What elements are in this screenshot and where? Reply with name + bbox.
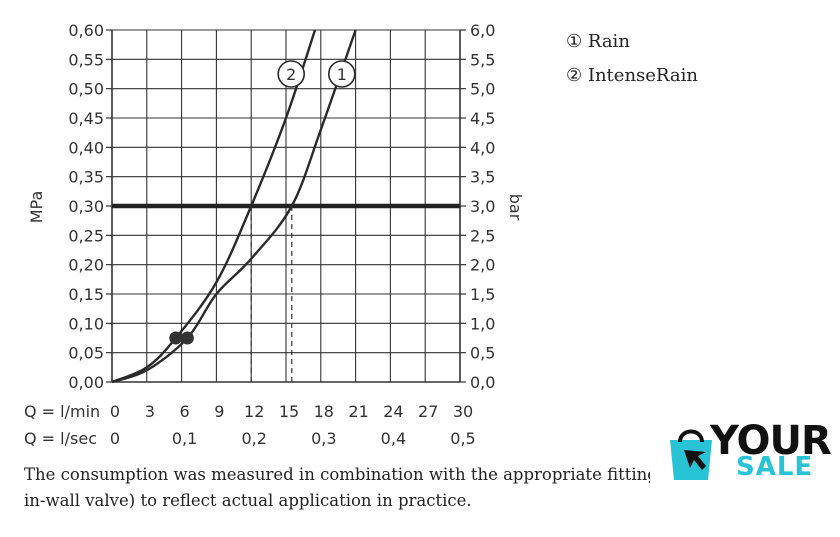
series-line-2 (111, 29, 317, 384)
x-lmin-tick-label: 15 (279, 402, 299, 421)
right-tick-label: 4,5 (470, 109, 495, 128)
x-lsec-tick-label: 0 (110, 429, 120, 448)
x-lmin-tick-label: 30 (453, 402, 473, 421)
x-lsec-tick-label: 0,3 (311, 429, 336, 448)
right-tick-label: 5,5 (470, 50, 495, 69)
x-lsec-tick-label: 0,1 (172, 429, 197, 448)
right-tick-label: 3,0 (470, 197, 495, 216)
legend: ① Rain ② IntenseRain (566, 31, 698, 86)
x-axis-lsec-title: Q = l/sec (24, 429, 97, 448)
left-tick-label: 0,45 (68, 109, 104, 128)
right-tick-label: 1,5 (470, 285, 495, 304)
right-tick-label: 5,0 (470, 80, 495, 99)
left-tick-label: 0,35 (68, 168, 104, 187)
x-lmin-tick-label: 27 (418, 402, 438, 421)
series-curves: 12 (111, 29, 357, 384)
right-tick-label: 0,0 (470, 373, 495, 392)
series-marker-circle-2 (277, 60, 306, 88)
left-tick-label: 0,40 (68, 138, 104, 157)
your-sale-logo: YOUR SALE (650, 418, 835, 488)
caption-line-2: in-wall valve) to reflect actual applica… (24, 491, 472, 510)
left-axis-title: MPa (27, 191, 46, 224)
right-tick-label: 2,0 (470, 256, 495, 275)
left-tick-label: 0,05 (68, 344, 104, 363)
right-tick-label: 6,0 (470, 21, 495, 40)
x-lmin-tick-label: 6 (180, 402, 190, 421)
x-lsec-tick-label: 0,4 (381, 429, 406, 448)
x-lsec-tick-label: 0,5 (450, 429, 475, 448)
right-tick-label: 1,0 (470, 314, 495, 333)
x-lmin-tick-label: 24 (383, 402, 403, 421)
flow-pressure-chart: 12 0,00 0,00,05 0,50,10 1,00,15 1,50,20 2,00,… (24, 21, 698, 448)
x-lmin-tick-label: 18 (314, 402, 334, 421)
x-lmin-tick-label: 9 (214, 402, 224, 421)
x-lmin-tick-label: 0 (110, 402, 120, 421)
caption-line-1: The consumption was measured in combinat… (24, 465, 664, 484)
data-point-marker (180, 331, 194, 345)
right-axis-title: bar (506, 194, 525, 221)
x-axis-lmin-title: Q = l/min (24, 402, 100, 421)
x-lmin-tick-label: 3 (145, 402, 155, 421)
left-tick-label: 0,55 (68, 50, 104, 69)
left-tick-label: 0,30 (68, 197, 104, 216)
caption: The consumption was measured in combinat… (24, 462, 664, 514)
x-lmin-tick-label: 21 (348, 402, 368, 421)
right-tick-label: 4,0 (470, 138, 495, 157)
x-lsec-tick-label: 0,2 (241, 429, 266, 448)
series-marker-label-2: 2 (286, 65, 296, 84)
legend-entry-intenserain: ② IntenseRain (566, 65, 698, 86)
shopping-bag-icon (670, 429, 712, 480)
data-point-marker (169, 331, 183, 345)
left-tick-label: 0,25 (68, 226, 104, 245)
legend-entry-rain: ① Rain (566, 31, 630, 52)
right-tick-label: 3,5 (470, 168, 495, 187)
left-tick-label: 0,60 (68, 21, 104, 40)
tick-labels: 0,00 0,00,05 0,50,10 1,00,15 1,50,20 2,00,25 2… (68, 21, 495, 448)
left-tick-label: 0,00 (68, 373, 104, 392)
grid (106, 29, 466, 383)
series-marker-circle-1 (327, 60, 356, 88)
logo-word-your: YOUR (710, 418, 832, 464)
logo-word-sale: SALE (736, 452, 814, 482)
x-lmin-tick-label: 12 (244, 402, 264, 421)
left-tick-label: 0,50 (68, 80, 104, 99)
left-tick-label: 0,20 (68, 256, 104, 275)
series-line-1 (111, 29, 357, 384)
right-tick-label: 2,5 (470, 226, 495, 245)
left-tick-label: 0,15 (68, 285, 104, 304)
dashed-drop-lines (250, 206, 293, 382)
series-marker-label-1: 1 (337, 65, 347, 84)
left-tick-label: 0,10 (68, 314, 104, 333)
right-tick-label: 0,5 (470, 344, 495, 363)
